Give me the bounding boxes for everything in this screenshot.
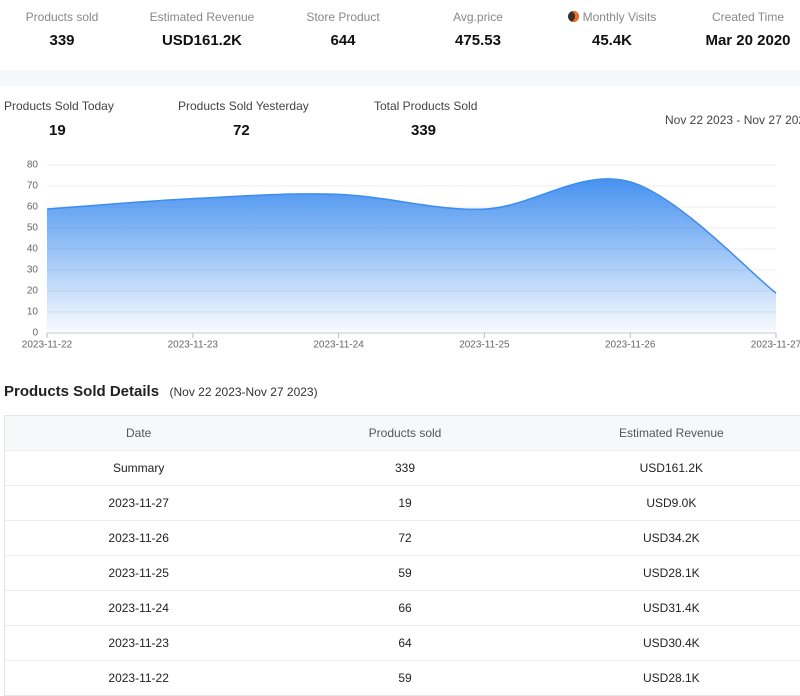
stat: Monthly Visits 45.4K [545, 10, 679, 49]
summary-value: 72 [233, 122, 250, 139]
stat-value: 475.53 [455, 32, 501, 49]
table-cell: 64 [398, 636, 412, 650]
visits-icon [567, 11, 579, 22]
table-row: 2023-11-23 64 USD30.4K [5, 625, 800, 660]
stat-value: USD161.2K [161, 32, 243, 49]
table-cell: 59 [398, 671, 412, 685]
y-tick-label: 10 [27, 307, 39, 318]
stat-value: 45.4K [591, 32, 633, 49]
details-title: Products Sold Details [4, 383, 160, 400]
y-tick-label: 60 [27, 202, 39, 213]
summary-item: Products Sold Yesterday 72 [178, 99, 309, 139]
stat-value: Mar 20 2020 [705, 32, 791, 49]
y-tick-label: 30 [27, 265, 39, 276]
stat-label: Monthly Visits [545, 10, 679, 24]
summary-label: Products Sold Yesterday [178, 99, 309, 113]
y-tick-label: 0 [32, 328, 38, 339]
details-table: Date Products sold Estimated Revenue Summar… [4, 415, 800, 696]
summary-label: Total Products Sold [374, 99, 478, 113]
column-header: Estimated Revenue [618, 426, 724, 440]
chart: 0 10 20 30 40 50 60 70 80 2023-11-22 2023-11-23 202… [22, 160, 800, 351]
stat-label: Store Product [276, 10, 410, 24]
table-header: Date Products sold Estimated Revenue [5, 416, 800, 450]
summary-value: 339 [411, 122, 437, 139]
stat: Estimated Revenue USD161.2K [135, 10, 269, 49]
table-cell: 2023-11-23 [108, 636, 169, 650]
stat: Store Product 644 [276, 10, 410, 49]
y-tick-label: 20 [27, 286, 39, 297]
table-cell: 2023-11-25 [108, 566, 169, 580]
column-header: Products sold [368, 426, 442, 440]
table-cell: USD34.2K [642, 531, 700, 545]
stat-label-text: Avg.price [453, 10, 503, 24]
stat: Products sold 339 [0, 10, 129, 49]
stat-label: Created Time [681, 10, 800, 24]
stat-label: Products sold [0, 10, 129, 24]
summary-item: Products Sold Today 19 [4, 99, 114, 139]
y-tick-label: 50 [27, 223, 39, 234]
stat-label-text: Created Time [711, 10, 785, 24]
table-row: 2023-11-22 59 USD28.1K [5, 660, 800, 695]
table-row: 2023-11-25 59 USD28.1K [5, 555, 800, 590]
table-cell: 2023-11-22 [108, 671, 169, 685]
table-cell: USD28.1K [642, 671, 700, 685]
x-tick-label: 2023-11-26 [605, 340, 656, 351]
separator [0, 70, 800, 86]
line [46, 178, 777, 294]
table-cell: 2023-11-26 [108, 531, 169, 545]
stat: Avg.price 475.53 [411, 10, 545, 49]
table-row: 2023-11-24 66 USD31.4K [5, 590, 800, 625]
x-tick-label: 2023-11-27 [751, 340, 800, 351]
table-row: 2023-11-27 19 USD9.0K [5, 485, 800, 520]
stat-label-text: Monthly Visits [582, 10, 657, 24]
table-row: Summary 339 USD161.2K [5, 450, 800, 485]
stat-label-text: Products sold [25, 10, 99, 24]
details-heading: Products Sold Details (Nov 22 2023-Nov 2… [4, 383, 318, 401]
table-cell: 72 [398, 531, 412, 545]
details-range: (Nov 22 2023-Nov 27 2023) [169, 385, 318, 399]
stat-label-text: Estimated Revenue [149, 10, 255, 24]
area [47, 178, 776, 333]
table-cell: 59 [398, 566, 412, 580]
table-cell: 19 [398, 496, 412, 510]
table-cell: 66 [398, 601, 412, 615]
y-tick-label: 70 [27, 181, 39, 192]
stat-label: Estimated Revenue [135, 10, 269, 24]
x-tick-label: 2023-11-25 [459, 340, 510, 351]
x-tick-label: 2023-11-24 [313, 340, 364, 351]
stat-value: 339 [49, 32, 75, 49]
summary-label: Products Sold Today [4, 99, 114, 113]
table-cell: 2023-11-27 [108, 496, 169, 510]
table-cell: USD31.4K [642, 601, 700, 615]
y-tick-label: 80 [27, 160, 39, 171]
date-range[interactable]: Nov 22 2023 - Nov 27 2023 [665, 113, 800, 127]
table-cell: USD9.0K [646, 496, 697, 510]
stat-label: Avg.price [411, 10, 545, 24]
table-row: 2023-11-26 72 USD34.2K [5, 520, 800, 555]
table-cell: USD28.1K [642, 566, 700, 580]
table-cell: 2023-11-24 [108, 601, 169, 615]
column-header: Date [125, 426, 152, 440]
summary-value: 19 [49, 122, 66, 139]
x-tick-label: 2023-11-23 [168, 340, 219, 351]
y-tick-label: 40 [27, 244, 39, 255]
table-cell: USD161.2K [639, 461, 704, 475]
stat: Created Time Mar 20 2020 [681, 10, 800, 49]
stat-label-text: Store Product [306, 10, 380, 24]
table-cell: Summary [112, 461, 165, 475]
table-cell: 339 [394, 461, 416, 475]
table-cell: USD30.4K [642, 636, 700, 650]
summary-item: Total Products Sold 339 [374, 99, 477, 139]
x-tick-label: 2023-11-22 [22, 340, 73, 351]
stat-value: 644 [330, 32, 356, 49]
